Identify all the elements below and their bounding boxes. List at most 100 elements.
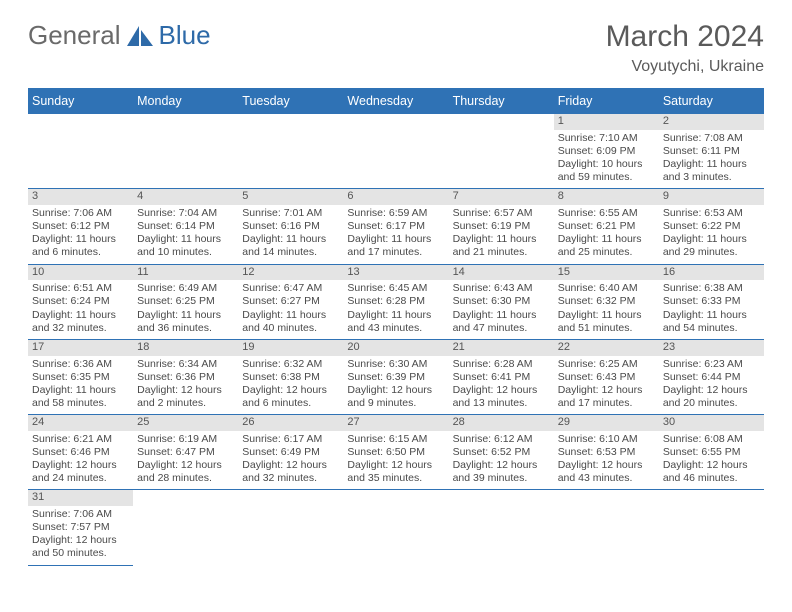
daylight-line: Daylight: 11 hours and 32 minutes.	[32, 309, 129, 335]
sunset-line: Sunset: 6:22 PM	[663, 220, 760, 233]
sunset-line: Sunset: 6:44 PM	[663, 371, 760, 384]
daylight-line: Daylight: 11 hours and 54 minutes.	[663, 309, 760, 335]
calendar-cell: 26Sunrise: 6:17 AMSunset: 6:49 PMDayligh…	[238, 415, 343, 490]
calendar-cell-pad	[133, 490, 238, 565]
daylight-line: Daylight: 11 hours and 47 minutes.	[453, 309, 550, 335]
sunset-line: Sunset: 6:09 PM	[558, 145, 655, 158]
daylight-line: Daylight: 12 hours and 43 minutes.	[558, 459, 655, 485]
calendar-cell: 13Sunrise: 6:45 AMSunset: 6:28 PMDayligh…	[343, 265, 448, 340]
calendar-cell: 2Sunrise: 7:08 AMSunset: 6:11 PMDaylight…	[659, 114, 764, 189]
calendar-cell: 21Sunrise: 6:28 AMSunset: 6:41 PMDayligh…	[449, 340, 554, 415]
sunset-line: Sunset: 6:52 PM	[453, 446, 550, 459]
sunrise-line: Sunrise: 6:32 AM	[242, 358, 339, 371]
sunrise-line: Sunrise: 7:08 AM	[663, 132, 760, 145]
daylight-line: Daylight: 12 hours and 2 minutes.	[137, 384, 234, 410]
daylight-line: Daylight: 11 hours and 14 minutes.	[242, 233, 339, 259]
daylight-line: Daylight: 11 hours and 17 minutes.	[347, 233, 444, 259]
sunset-line: Sunset: 7:57 PM	[32, 521, 129, 534]
day-number: 17	[28, 340, 133, 356]
calendar-cell-pad	[449, 490, 554, 565]
sunset-line: Sunset: 6:38 PM	[242, 371, 339, 384]
sunset-line: Sunset: 6:41 PM	[453, 371, 550, 384]
daylight-line: Daylight: 11 hours and 43 minutes.	[347, 309, 444, 335]
day-number: 15	[554, 265, 659, 281]
sunrise-line: Sunrise: 6:17 AM	[242, 433, 339, 446]
sunrise-line: Sunrise: 6:49 AM	[137, 282, 234, 295]
day-number: 24	[28, 415, 133, 431]
daylight-line: Daylight: 11 hours and 58 minutes.	[32, 384, 129, 410]
sunset-line: Sunset: 6:39 PM	[347, 371, 444, 384]
sunset-line: Sunset: 6:35 PM	[32, 371, 129, 384]
sunrise-line: Sunrise: 7:04 AM	[137, 207, 234, 220]
calendar-cell: 15Sunrise: 6:40 AMSunset: 6:32 PMDayligh…	[554, 265, 659, 340]
calendar-cell: 27Sunrise: 6:15 AMSunset: 6:50 PMDayligh…	[343, 415, 448, 490]
calendar-cell-empty: .	[28, 114, 133, 189]
calendar-cell: 7Sunrise: 6:57 AMSunset: 6:19 PMDaylight…	[449, 189, 554, 264]
calendar-body: .....1Sunrise: 7:10 AMSunset: 6:09 PMDay…	[28, 114, 764, 566]
sunset-line: Sunset: 6:46 PM	[32, 446, 129, 459]
calendar-cell: 16Sunrise: 6:38 AMSunset: 6:33 PMDayligh…	[659, 265, 764, 340]
day-number: 23	[659, 340, 764, 356]
calendar-cell: 4Sunrise: 7:04 AMSunset: 6:14 PMDaylight…	[133, 189, 238, 264]
sunrise-line: Sunrise: 6:30 AM	[347, 358, 444, 371]
daylight-line: Daylight: 12 hours and 50 minutes.	[32, 534, 129, 560]
daylight-line: Daylight: 12 hours and 39 minutes.	[453, 459, 550, 485]
sunset-line: Sunset: 6:24 PM	[32, 295, 129, 308]
sunset-line: Sunset: 6:47 PM	[137, 446, 234, 459]
day-number: 20	[343, 340, 448, 356]
day-number: 1	[554, 114, 659, 130]
calendar-cell: 14Sunrise: 6:43 AMSunset: 6:30 PMDayligh…	[449, 265, 554, 340]
calendar-cell-empty: .	[133, 114, 238, 189]
day-number: 7	[449, 189, 554, 205]
calendar-cell: 17 Sunrise: 6:36 AMSunset: 6:35 PMDayligh…	[28, 340, 133, 415]
calendar-cell: 20Sunrise: 6:30 AMSunset: 6:39 PMDayligh…	[343, 340, 448, 415]
calendar-cell: 10Sunrise: 6:51 AMSunset: 6:24 PMDayligh…	[28, 265, 133, 340]
calendar-cell: 24Sunrise: 6:21 AMSunset: 6:46 PMDayligh…	[28, 415, 133, 490]
weekday-header: Sunday	[28, 88, 133, 114]
day-number: 13	[343, 265, 448, 281]
weekday-header: Saturday	[659, 88, 764, 114]
calendar-cell-empty: .	[238, 114, 343, 189]
sunset-line: Sunset: 6:21 PM	[558, 220, 655, 233]
calendar-cell: 8Sunrise: 6:55 AMSunset: 6:21 PMDaylight…	[554, 189, 659, 264]
calendar-cell-empty: .	[343, 114, 448, 189]
day-number: 26	[238, 415, 343, 431]
calendar-cell-pad	[659, 490, 764, 565]
calendar-cell-empty: .	[449, 114, 554, 189]
daylight-line: Daylight: 12 hours and 13 minutes.	[453, 384, 550, 410]
sunrise-line: Sunrise: 6:38 AM	[663, 282, 760, 295]
day-number: 21	[449, 340, 554, 356]
calendar-cell: 3Sunrise: 7:06 AMSunset: 6:12 PMDaylight…	[28, 189, 133, 264]
sunrise-line: Sunrise: 6:59 AM	[347, 207, 444, 220]
sunset-line: Sunset: 6:28 PM	[347, 295, 444, 308]
day-number: 28	[449, 415, 554, 431]
calendar-cell: 31Sunrise: 7:06 AMSunset: 7:57 PMDayligh…	[28, 490, 133, 565]
daylight-line: Daylight: 12 hours and 20 minutes.	[663, 384, 760, 410]
sunset-line: Sunset: 6:49 PM	[242, 446, 339, 459]
sunset-line: Sunset: 6:55 PM	[663, 446, 760, 459]
sunrise-line: Sunrise: 6:45 AM	[347, 282, 444, 295]
calendar-header-row: SundayMondayTuesdayWednesdayThursdayFrid…	[28, 88, 764, 114]
sunset-line: Sunset: 6:53 PM	[558, 446, 655, 459]
daylight-line: Daylight: 11 hours and 3 minutes.	[663, 158, 760, 184]
calendar-cell: 29Sunrise: 6:10 AMSunset: 6:53 PMDayligh…	[554, 415, 659, 490]
logo-text-blue: Blue	[159, 20, 211, 51]
sunrise-line: Sunrise: 6:40 AM	[558, 282, 655, 295]
sunset-line: Sunset: 6:16 PM	[242, 220, 339, 233]
sunset-line: Sunset: 6:33 PM	[663, 295, 760, 308]
day-number: 30	[659, 415, 764, 431]
day-number: 12	[238, 265, 343, 281]
sunrise-line: Sunrise: 7:10 AM	[558, 132, 655, 145]
daylight-line: Daylight: 12 hours and 46 minutes.	[663, 459, 760, 485]
calendar-cell-pad	[554, 490, 659, 565]
day-number: 10	[28, 265, 133, 281]
sunset-line: Sunset: 6:27 PM	[242, 295, 339, 308]
calendar-cell: 30Sunrise: 6:08 AMSunset: 6:55 PMDayligh…	[659, 415, 764, 490]
day-number: 14	[449, 265, 554, 281]
sunrise-line: Sunrise: 6:36 AM	[32, 358, 129, 371]
day-number: 2	[659, 114, 764, 130]
weekday-header: Thursday	[449, 88, 554, 114]
day-number: 19	[238, 340, 343, 356]
day-number: 4	[133, 189, 238, 205]
daylight-line: Daylight: 11 hours and 10 minutes.	[137, 233, 234, 259]
